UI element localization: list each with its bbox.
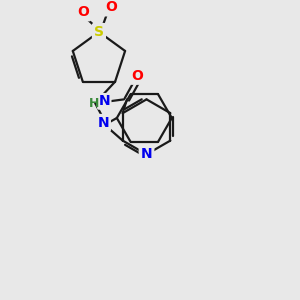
Text: S: S [94,25,104,39]
Text: O: O [132,69,144,83]
Text: O: O [105,0,117,14]
Text: O: O [77,5,89,19]
Text: H: H [89,97,100,110]
Text: N: N [98,94,110,108]
Text: N: N [141,147,152,161]
Text: N: N [97,116,109,130]
